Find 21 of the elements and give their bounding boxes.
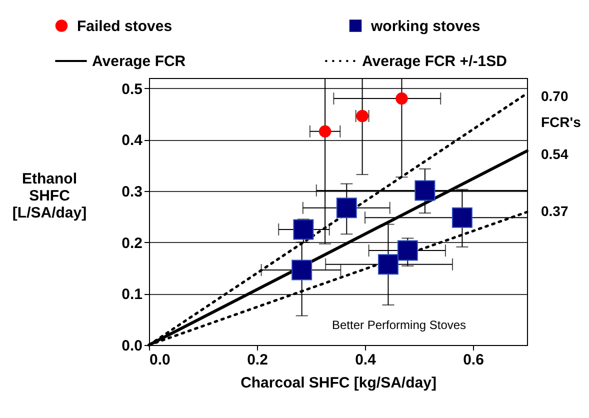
- text: 0.37: [541, 203, 568, 219]
- x-tick-label: 0.4: [355, 352, 377, 368]
- legend-label: Average FCR: [92, 53, 186, 70]
- x-tick-label: 0.2: [247, 352, 268, 368]
- legend-label: Average FCR +/-1SD: [362, 53, 508, 70]
- x-axis-title: Charcoal SHFC [kg/SA/day]: [240, 374, 436, 392]
- text: 0.54: [541, 146, 568, 162]
- y-axis-title: Ethanol SHFC [L/SA/day]: [12, 170, 87, 222]
- y-tick-label: 0.2: [122, 234, 142, 252]
- y-tick-label: 0.0: [122, 338, 142, 354]
- y-tick-label: 0.5: [122, 80, 142, 98]
- legend-label: Failed stoves: [77, 18, 172, 35]
- x-tick-label: 0.0: [150, 352, 170, 368]
- y-tick-label: 0.3: [122, 183, 142, 200]
- text: 0.70: [541, 88, 568, 104]
- y-tick-label: 0.1: [122, 286, 142, 304]
- x-tick-label: 0.6: [463, 352, 484, 368]
- text: FCR's: [541, 114, 581, 130]
- annotation: Better Performing Stoves: [332, 318, 466, 332]
- legend-label: working stoves: [370, 18, 480, 35]
- y-tick-label: 0.4: [122, 132, 144, 150]
